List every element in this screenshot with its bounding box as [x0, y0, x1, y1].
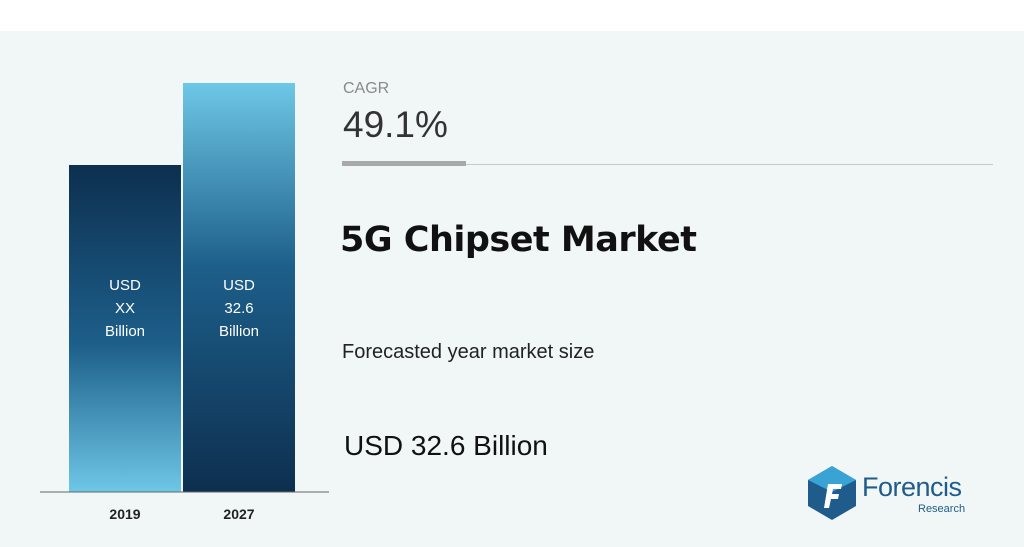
cagr-underline: [342, 161, 466, 166]
divider: [466, 164, 993, 165]
forecast-value: USD 32.6 Billion: [344, 430, 548, 461]
bar-2019: [69, 165, 181, 492]
x-tick-label: 2019: [109, 506, 141, 522]
bar-label-line: XX: [114, 300, 135, 317]
logo-wordmark: Forencis: [862, 472, 962, 502]
bar-label-line: USD: [223, 277, 255, 294]
forecast-caption: Forecasted year market size: [342, 341, 595, 363]
bar-label-2027: USD 32.6 Billion: [183, 274, 295, 343]
bar-label-line: USD: [109, 277, 141, 294]
page-title: 5G Chipset Market: [340, 220, 697, 260]
bar-label-2019: USD XX Billion: [69, 274, 181, 343]
x-tick-label: 2027: [223, 506, 255, 522]
logo-subtitle: Research: [918, 503, 966, 515]
bar-label-line: Billion: [218, 323, 260, 340]
bar-label-line: Billion: [104, 323, 146, 340]
cagr-label: CAGR: [343, 80, 390, 97]
bar-2027: [183, 83, 295, 492]
forencis-logo-icon: [808, 466, 856, 520]
bar-label-line: 32.6: [224, 300, 254, 317]
cagr-value: 49.1%: [343, 104, 448, 145]
